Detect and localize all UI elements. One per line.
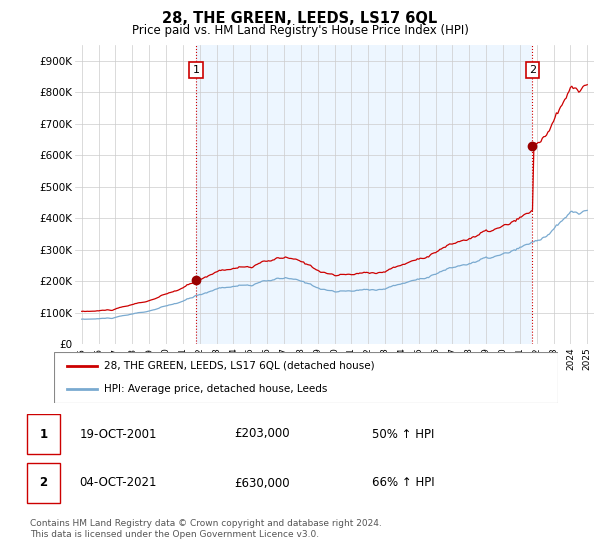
FancyBboxPatch shape: [54, 352, 558, 403]
Text: 50% ↑ HPI: 50% ↑ HPI: [372, 427, 434, 441]
Text: 2: 2: [39, 477, 47, 489]
Text: 04-OCT-2021: 04-OCT-2021: [79, 477, 157, 489]
Text: £203,000: £203,000: [234, 427, 289, 441]
Text: Contains HM Land Registry data © Crown copyright and database right 2024.
This d: Contains HM Land Registry data © Crown c…: [30, 519, 382, 539]
FancyBboxPatch shape: [27, 464, 60, 503]
Text: 1: 1: [193, 65, 200, 75]
Text: Price paid vs. HM Land Registry's House Price Index (HPI): Price paid vs. HM Land Registry's House …: [131, 24, 469, 36]
Text: 66% ↑ HPI: 66% ↑ HPI: [372, 477, 434, 489]
Text: 28, THE GREEN, LEEDS, LS17 6QL (detached house): 28, THE GREEN, LEEDS, LS17 6QL (detached…: [104, 361, 375, 371]
Text: 28, THE GREEN, LEEDS, LS17 6QL: 28, THE GREEN, LEEDS, LS17 6QL: [163, 11, 437, 26]
Text: 2: 2: [529, 65, 536, 75]
Text: 19-OCT-2001: 19-OCT-2001: [79, 427, 157, 441]
Text: £630,000: £630,000: [234, 477, 289, 489]
FancyBboxPatch shape: [27, 414, 60, 454]
Text: 1: 1: [39, 427, 47, 441]
Text: HPI: Average price, detached house, Leeds: HPI: Average price, detached house, Leed…: [104, 384, 328, 394]
Bar: [196, 45, 532, 344]
